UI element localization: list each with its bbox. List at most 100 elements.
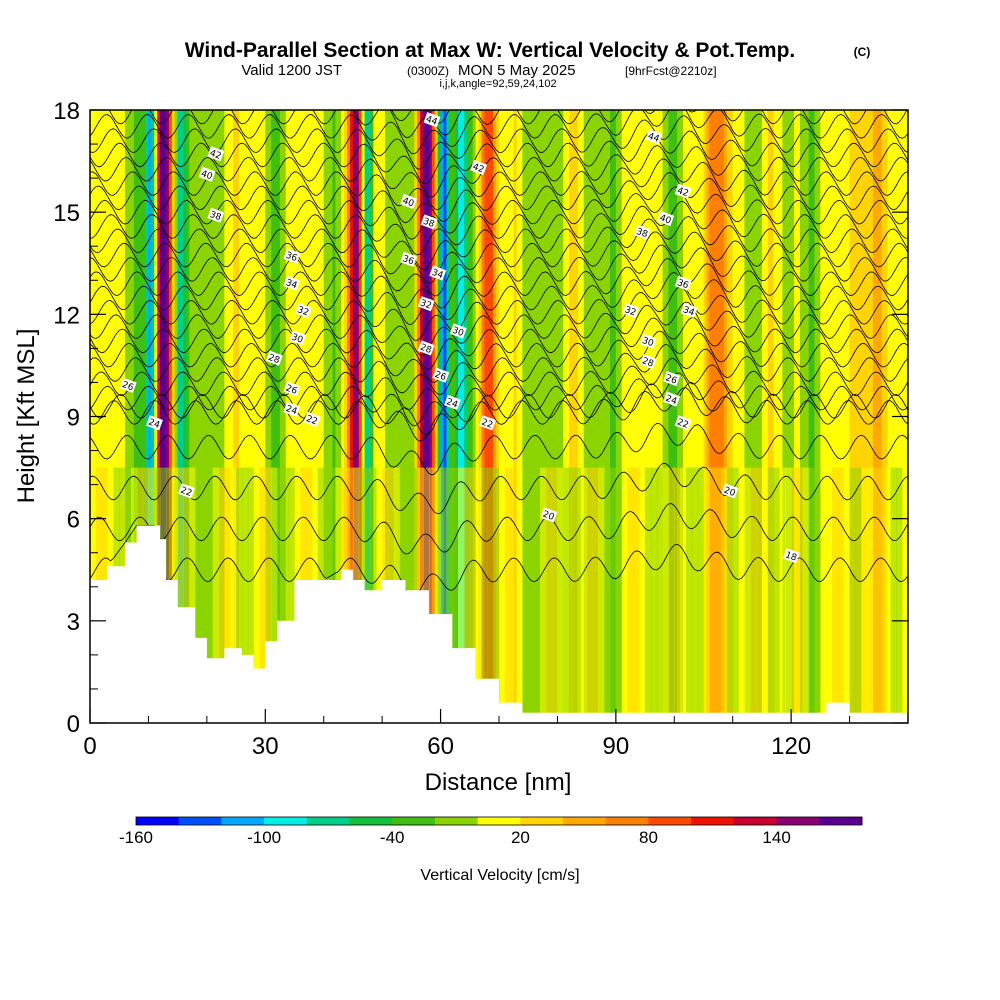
velocity-column: [186, 110, 190, 723]
velocity-column: [776, 110, 781, 723]
velocity-column: [192, 110, 196, 723]
x-tick-label: 60: [427, 733, 454, 760]
velocity-cell: [715, 467, 722, 723]
velocity-column: [244, 110, 249, 723]
velocity-column: [320, 110, 325, 723]
velocity-column: [338, 110, 342, 723]
velocity-column: [133, 110, 138, 723]
velocity-column: [759, 110, 763, 723]
velocity-column: [659, 110, 664, 723]
contour-label: 28: [417, 340, 435, 356]
velocity-column: [291, 110, 296, 723]
velocity-column: [650, 110, 655, 723]
colorbar-segment: [776, 817, 820, 825]
velocity-column: [808, 110, 813, 723]
velocity-column: [373, 110, 377, 723]
velocity-column: [773, 110, 778, 723]
velocity-column: [528, 110, 532, 723]
velocity-field: [90, 110, 908, 723]
contour-label: 22: [303, 411, 321, 427]
theta-contour-line: [90, 330, 908, 383]
contour-label: 34: [283, 275, 301, 291]
colorbar-segment: [136, 817, 180, 825]
contour-label: 24: [146, 415, 163, 431]
contour-label-text: 20: [541, 510, 555, 523]
y-tick-label: 6: [67, 507, 80, 534]
contour-label-text: 24: [445, 397, 459, 410]
velocity-cell: [236, 467, 243, 723]
velocity-column: [238, 110, 243, 723]
velocity-column: [647, 110, 652, 723]
theta-contour-line: [90, 110, 908, 138]
contour-label: 36: [400, 251, 418, 267]
contour-label-text: 26: [433, 370, 447, 383]
velocity-column: [136, 110, 141, 723]
velocity-column: [767, 110, 772, 723]
velocity-column: [408, 110, 412, 723]
velocity-cell: [849, 467, 857, 723]
x-axis-label: Distance [nm]: [425, 769, 572, 796]
velocity-cell: [499, 467, 506, 723]
velocity-cell: [440, 467, 448, 723]
forecast-info: [9hrFcst@2210z]: [625, 64, 717, 78]
velocity-cell: [890, 467, 897, 723]
velocity-cell: [434, 467, 442, 723]
contour-label: 40: [657, 210, 675, 227]
velocity-column: [703, 110, 708, 723]
contour-label: 24: [444, 394, 461, 411]
velocity-column: [685, 110, 690, 723]
velocity-cell: [516, 467, 523, 723]
velocity-column: [297, 110, 301, 723]
contour-label: 28: [639, 353, 657, 370]
contour-label: 22: [178, 483, 196, 499]
velocity-column: [487, 110, 491, 723]
velocity-cell: [189, 467, 196, 723]
theta-contour-line: [90, 357, 908, 411]
colorbar-tick-label: 20: [511, 828, 530, 847]
colorbar-frame: [135, 816, 863, 826]
colorbar-tick-label: 140: [762, 828, 790, 847]
velocity-column: [171, 110, 176, 723]
contour-label: 42: [674, 183, 692, 199]
velocity-cell: [656, 467, 664, 723]
velocity-column: [516, 110, 521, 723]
velocity-cell: [218, 467, 225, 723]
colorbar-segment: [563, 817, 607, 825]
velocity-column: [832, 110, 836, 723]
velocity-column: [624, 110, 629, 723]
velocity-column: [256, 110, 261, 723]
velocity-column: [554, 110, 559, 723]
colorbar-segment: [733, 817, 777, 825]
velocity-cell: [253, 467, 261, 723]
velocity-column: [168, 110, 173, 723]
velocity-column: [414, 110, 418, 723]
x-tick-label: 0: [83, 733, 96, 760]
velocity-cell: [201, 467, 208, 723]
velocity-column: [861, 110, 865, 723]
x-tick-label: 120: [771, 733, 811, 760]
velocity-column: [390, 110, 395, 723]
grid-indices: i,j,k,angle=92,59,24,102: [439, 78, 556, 90]
contour-label-text: 40: [658, 213, 672, 226]
velocity-column: [826, 110, 830, 723]
velocity-column: [285, 110, 290, 723]
velocity-column: [396, 110, 401, 723]
velocity-column: [566, 110, 570, 723]
velocity-column: [604, 110, 608, 723]
velocity-cell: [685, 467, 693, 723]
velocity-column: [656, 110, 661, 723]
contour-label-text: 42: [471, 162, 485, 175]
velocity-column: [802, 110, 807, 723]
velocity-column: [764, 110, 769, 723]
velocity-column: [443, 110, 448, 723]
velocity-column: [791, 110, 795, 723]
velocity-column: [785, 110, 789, 723]
contour-label: 32: [417, 296, 435, 312]
velocity-cell: [902, 467, 908, 723]
velocity-cell: [832, 467, 839, 723]
chart-title: Wind-Parallel Section at Max W: Vertical…: [185, 39, 796, 62]
valid-time: Valid 1200 JST: [241, 62, 342, 79]
velocity-column: [379, 110, 383, 723]
contour-label-text: 30: [641, 336, 655, 349]
